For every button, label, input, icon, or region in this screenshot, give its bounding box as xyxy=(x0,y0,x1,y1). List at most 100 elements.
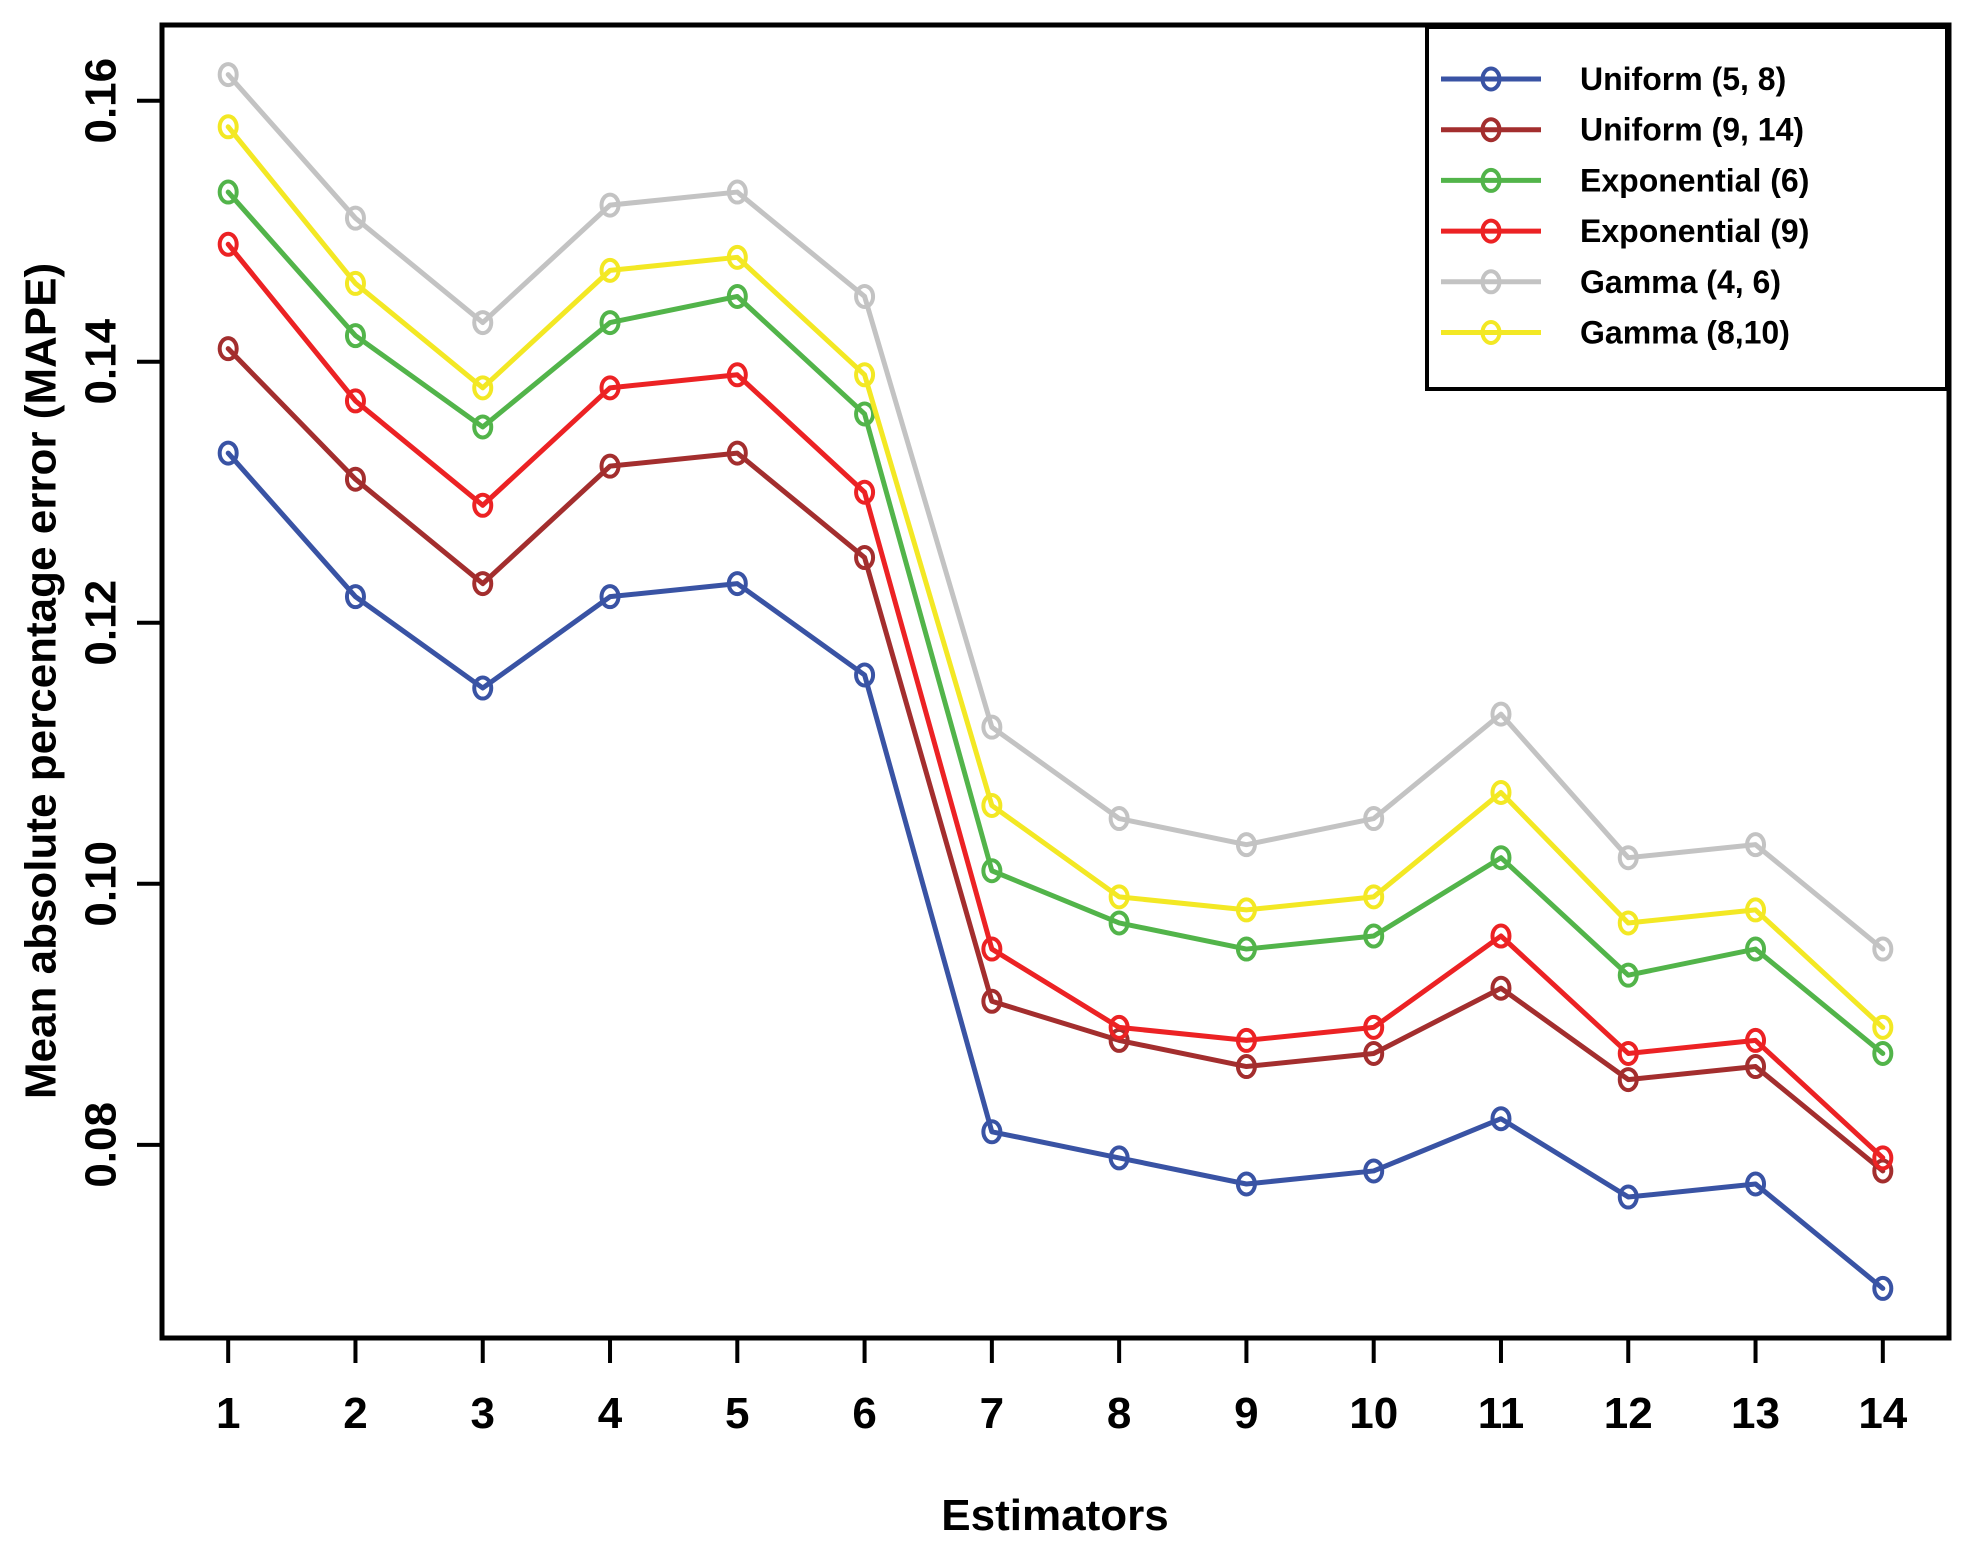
legend-label: Uniform (5, 8) xyxy=(1580,61,1786,97)
data-point-marker xyxy=(1363,1040,1385,1066)
data-point-marker xyxy=(981,792,1003,818)
data-point-marker xyxy=(1872,1158,1894,1184)
data-point-marker xyxy=(1235,1027,1257,1053)
series-line xyxy=(225,241,1886,1161)
data-point-marker xyxy=(981,988,1003,1014)
data-point-marker xyxy=(854,362,876,388)
legend-marker-sample xyxy=(1480,66,1502,92)
x-tick-label: 11 xyxy=(1478,1389,1525,1438)
data-point-marker xyxy=(726,362,748,388)
legend-item: Gamma (8,10) xyxy=(1441,315,1790,351)
y-tick-label: 0.14 xyxy=(76,318,125,404)
data-point-marker xyxy=(1363,1158,1385,1184)
data-point-marker xyxy=(1617,910,1639,936)
data-point-marker xyxy=(344,270,366,296)
data-point-marker xyxy=(1872,1145,1894,1171)
y-axis: 0.08 0.10 0.12 0.14 0.16 xyxy=(76,58,162,1188)
data-point-marker xyxy=(472,414,494,440)
data-point-marker xyxy=(981,714,1003,740)
data-point-marker xyxy=(472,375,494,401)
series-0 xyxy=(217,440,1894,1301)
legend-label: Uniform (9, 14) xyxy=(1580,112,1804,148)
data-point-marker xyxy=(344,323,366,349)
data-point-marker xyxy=(1490,1106,1512,1132)
x-tick-label: 8 xyxy=(1107,1389,1131,1438)
legend-item: Gamma (4, 6) xyxy=(1441,264,1781,300)
legend-marker-sample xyxy=(1480,320,1502,345)
legend-item: Exponential (6) xyxy=(1441,162,1809,198)
y-tick-label: 0.08 xyxy=(76,1102,125,1188)
legend-item: Exponential (9) xyxy=(1441,213,1809,249)
data-point-marker xyxy=(1872,1014,1894,1040)
data-point-marker xyxy=(1745,1027,1767,1053)
data-point-marker xyxy=(1745,1054,1767,1080)
data-point-marker xyxy=(726,571,748,597)
series-5 xyxy=(217,114,1894,1040)
data-point-marker xyxy=(1617,1040,1639,1066)
series-1 xyxy=(217,336,1894,1184)
x-tick-label: 5 xyxy=(725,1389,749,1438)
data-point-marker xyxy=(1363,923,1385,949)
data-point-marker xyxy=(854,545,876,571)
data-point-marker xyxy=(854,662,876,688)
x-axis-title: Estimators xyxy=(941,1491,1168,1540)
data-point-marker xyxy=(599,584,621,610)
data-point-marker xyxy=(1745,1171,1767,1197)
x-tick-label: 7 xyxy=(980,1389,1004,1438)
data-point-marker xyxy=(472,675,494,701)
legend-marker-sample xyxy=(1480,117,1502,143)
data-point-marker xyxy=(726,179,748,205)
x-tick-label: 14 xyxy=(1858,1389,1907,1438)
data-point-marker xyxy=(1235,936,1257,962)
data-point-marker xyxy=(344,466,366,492)
data-point-marker xyxy=(599,257,621,283)
data-point-marker xyxy=(1872,936,1894,962)
y-tick-label: 0.12 xyxy=(76,580,125,666)
data-point-marker xyxy=(1490,975,1512,1001)
series-line xyxy=(225,72,1886,952)
x-tick-label: 3 xyxy=(471,1389,495,1438)
data-point-marker xyxy=(344,388,366,414)
data-point-marker xyxy=(217,440,239,466)
data-point-marker xyxy=(1108,806,1130,832)
data-point-marker xyxy=(726,244,748,270)
legend-marker-sample xyxy=(1480,218,1502,244)
data-point-marker xyxy=(1490,923,1512,949)
data-point-marker xyxy=(981,936,1003,962)
data-point-marker xyxy=(217,231,239,257)
x-tick-label: 9 xyxy=(1234,1389,1258,1438)
legend-box xyxy=(1425,25,1949,391)
data-point-marker xyxy=(1745,897,1767,923)
data-point-marker xyxy=(1490,701,1512,727)
data-point-marker xyxy=(726,283,748,309)
legend-label: Exponential (6) xyxy=(1580,162,1809,198)
data-point-marker xyxy=(1617,1067,1639,1093)
legend-marker-sample xyxy=(1480,167,1502,193)
data-point-marker xyxy=(217,179,239,205)
data-point-marker xyxy=(599,375,621,401)
legend-label: Gamma (8,10) xyxy=(1580,315,1790,351)
data-point-marker xyxy=(1745,936,1767,962)
x-tick-label: 1 xyxy=(216,1389,240,1438)
legend-item: Uniform (5, 8) xyxy=(1441,61,1786,97)
data-point-marker xyxy=(1745,832,1767,858)
data-point-marker xyxy=(1363,806,1385,832)
series-line xyxy=(225,450,1886,1291)
data-point-marker xyxy=(1108,1145,1130,1171)
x-tick-label: 6 xyxy=(852,1389,876,1438)
data-point-marker xyxy=(1235,897,1257,923)
data-point-marker xyxy=(599,310,621,336)
data-point-marker xyxy=(472,310,494,336)
series-4 xyxy=(217,62,1894,962)
data-point-marker xyxy=(472,492,494,518)
data-point-marker xyxy=(1490,845,1512,871)
y-tick-label: 0.16 xyxy=(76,58,125,144)
data-point-marker xyxy=(854,479,876,505)
data-point-marker xyxy=(217,62,239,88)
y-axis-title: Mean absolute percentage error (MAPE) xyxy=(16,263,65,1099)
data-point-marker xyxy=(1108,1027,1130,1053)
series-line xyxy=(225,189,1886,1056)
data-point-marker xyxy=(981,1119,1003,1145)
data-point-marker xyxy=(217,114,239,140)
